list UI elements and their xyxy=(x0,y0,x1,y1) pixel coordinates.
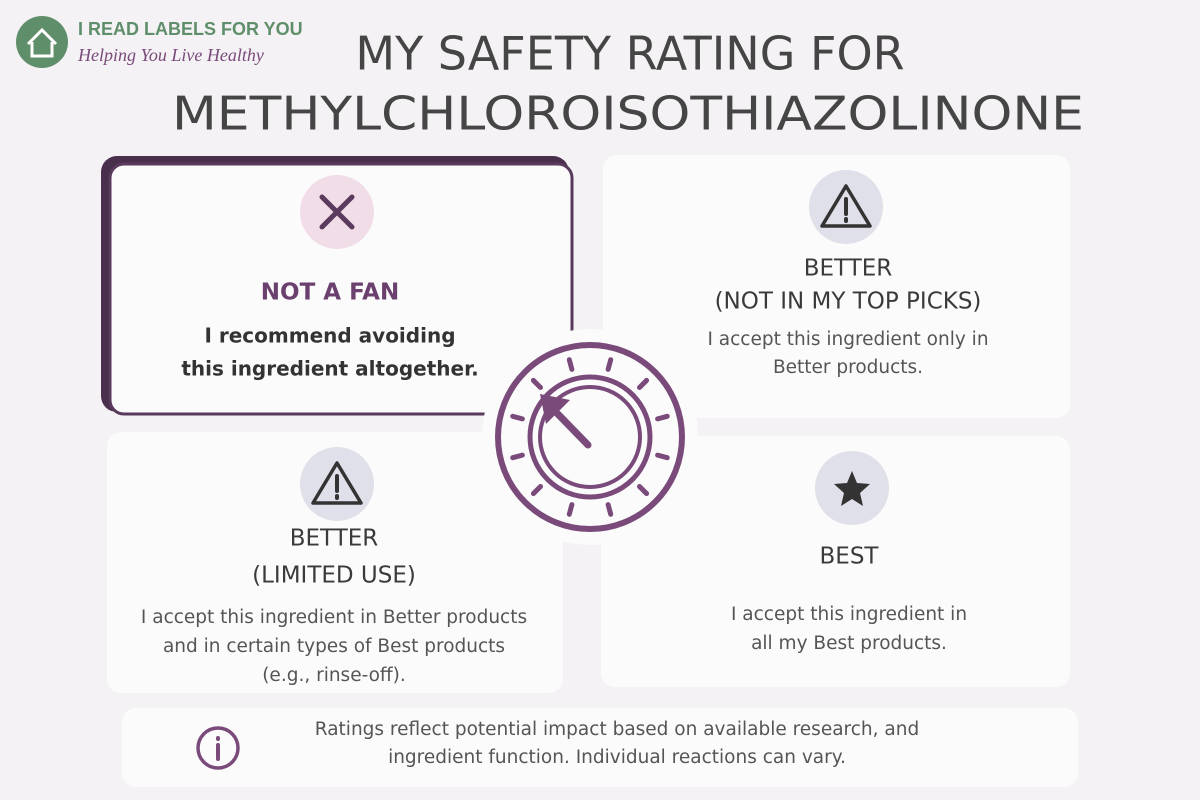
dial-tick xyxy=(566,502,575,517)
dial xyxy=(482,329,698,545)
card-heading: (LIMITED USE) xyxy=(252,563,416,589)
star-icon xyxy=(834,471,870,506)
card-body: I accept this ingredient only in xyxy=(707,329,988,350)
dial-tick xyxy=(636,483,650,497)
logo: I READ LABELS FOR YOU Helping You Live H… xyxy=(16,16,303,68)
rating-card xyxy=(107,432,563,693)
x-icon xyxy=(319,194,355,230)
rating-card-selected xyxy=(108,162,574,416)
logo-house xyxy=(26,27,58,58)
dial-tick xyxy=(605,502,614,517)
dial-backdrop xyxy=(482,329,698,545)
dial-tick xyxy=(510,452,525,461)
rating-card xyxy=(601,436,1070,687)
card-body: I accept this ingredient in Better produ… xyxy=(141,607,527,628)
dial-tick xyxy=(655,413,670,422)
dial-ring xyxy=(495,342,685,532)
dial-ring xyxy=(527,374,653,500)
card-heading: BETTER xyxy=(804,256,893,282)
logo-tagline: Helping You Live Healthy xyxy=(77,45,264,65)
title-line: MY SAFETY RATING FOR xyxy=(355,27,904,81)
card-body: I recommend avoiding xyxy=(204,324,455,348)
logo-badge xyxy=(16,16,68,68)
dial-tick xyxy=(605,357,614,372)
dial-tick xyxy=(510,413,525,422)
dial-tick xyxy=(530,483,544,497)
card-body: Better products. xyxy=(773,357,923,378)
note-text: ingredient function. Individual reaction… xyxy=(388,747,846,768)
dial-tick xyxy=(655,452,670,461)
dial-tick xyxy=(566,357,575,372)
card-heading: BETTER xyxy=(290,526,379,552)
dial-needle xyxy=(548,404,592,449)
dial-arrowhead xyxy=(540,394,570,424)
logo-name: I READ LABELS FOR YOU xyxy=(78,19,303,39)
card-heading: (NOT IN MY TOP PICKS) xyxy=(715,289,982,315)
card-body: (e.g., rinse-off). xyxy=(262,665,406,686)
note-box xyxy=(122,708,1078,787)
card-body: this ingredient altogether. xyxy=(181,357,478,381)
dial-tick xyxy=(636,377,650,391)
card-heading: NOT A FAN xyxy=(261,280,399,306)
info-icon xyxy=(196,726,240,770)
title-line: METHYLCHLOROISOTHIAZOLINONE xyxy=(172,87,1084,141)
warning-icon xyxy=(820,184,872,228)
dial-tick xyxy=(530,377,544,391)
warning-icon xyxy=(311,461,363,505)
card-body: I accept this ingredient in xyxy=(731,604,967,625)
card-body: all my Best products. xyxy=(751,633,947,654)
note-text: Ratings reflect potential impact based o… xyxy=(315,719,919,740)
card-body: and in certain types of Best products xyxy=(163,636,505,657)
dial-ring xyxy=(538,385,642,489)
rating-card xyxy=(603,155,1070,418)
card-heading: BEST xyxy=(820,544,880,570)
